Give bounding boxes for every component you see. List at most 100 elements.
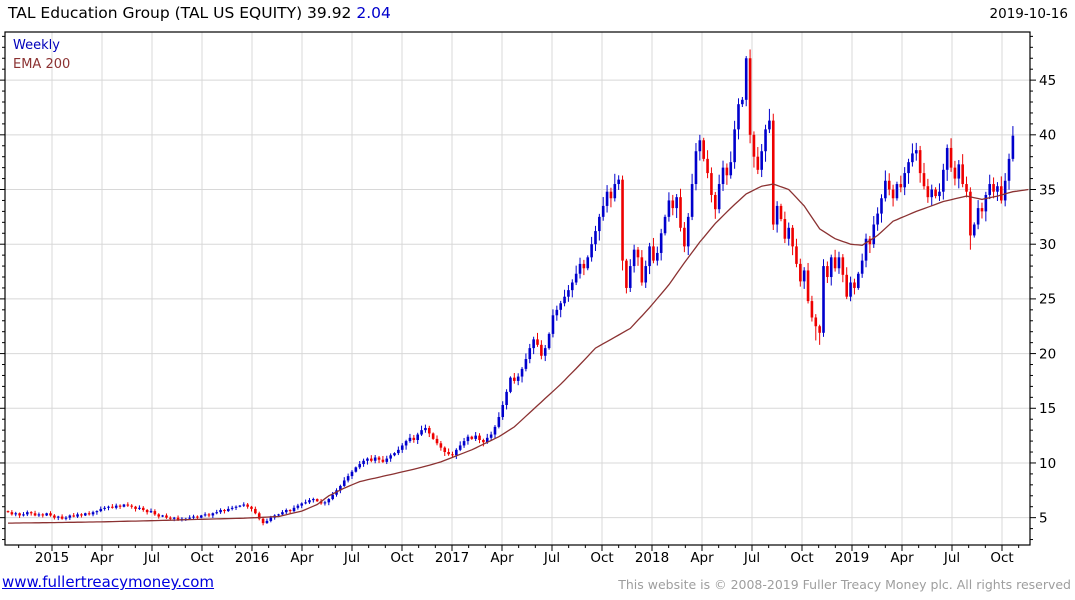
x-tick-label: Apr: [690, 550, 714, 566]
candle-up: [1007, 158, 1011, 181]
candle-up: [373, 457, 377, 461]
candle-down: [810, 301, 814, 318]
candle-down: [33, 513, 37, 516]
candle-down: [621, 179, 624, 261]
candle-up: [605, 191, 609, 206]
candle-down: [130, 505, 133, 507]
candle-down: [176, 517, 180, 520]
x-tick-label: Oct: [390, 550, 413, 566]
candle-down: [18, 513, 21, 516]
candle-down: [887, 180, 891, 190]
x-tick-label: Oct: [590, 550, 613, 566]
candle-up: [161, 515, 164, 517]
x-tick-label: Jul: [943, 550, 960, 566]
y-tick-label: 10: [1039, 456, 1056, 472]
candle-up: [942, 169, 945, 192]
y-tick-label: 5: [1039, 510, 1048, 526]
candle-up: [721, 167, 725, 185]
candle-up: [594, 231, 597, 245]
candle-up: [509, 377, 512, 392]
candle-up: [938, 191, 941, 197]
x-axis-labels: 2015 Apr Jul Oct 2016 Apr Jul Oct 2017 Apr Jul Oct 2…: [35, 550, 1014, 566]
candle-up: [385, 458, 389, 462]
candle-up: [659, 233, 663, 253]
candle-down: [799, 263, 802, 282]
candle-down: [145, 509, 149, 513]
candle-up: [501, 404, 505, 418]
candle-up: [424, 427, 427, 431]
candle-up: [644, 266, 648, 283]
footer-website-link[interactable]: www.fullertreacymoney.com: [2, 573, 215, 591]
candle-up: [632, 249, 636, 267]
ema-line: [8, 183, 1029, 524]
candle-down: [713, 194, 717, 210]
candle-up: [366, 458, 369, 461]
candle-down: [922, 173, 926, 187]
candle-up: [296, 505, 300, 508]
candle-up: [358, 464, 362, 468]
candle-up: [350, 471, 354, 477]
candle-up: [775, 205, 779, 225]
candle-up: [822, 266, 825, 333]
candle-down: [377, 457, 381, 460]
candle-down: [791, 227, 794, 247]
candle-up: [68, 515, 72, 518]
candle-up: [192, 516, 195, 518]
candle-down: [447, 452, 450, 455]
candle-up: [737, 104, 740, 130]
candle-down: [926, 186, 930, 198]
x-tick-label: 2017: [435, 550, 469, 566]
candle-up: [829, 257, 833, 278]
candle-up: [397, 449, 400, 454]
candle-down: [868, 238, 872, 245]
candle-up: [485, 437, 489, 443]
candle-up: [408, 437, 412, 442]
x-tick-label: Oct: [990, 550, 1013, 566]
candle-up: [265, 520, 269, 524]
candle-up: [628, 266, 632, 288]
candle-up: [690, 184, 694, 217]
candle-down: [806, 270, 810, 302]
candle-down: [833, 257, 837, 269]
candle-down: [961, 164, 964, 185]
candle-down: [536, 339, 539, 345]
candle-down: [196, 516, 199, 518]
candle-up: [802, 270, 806, 282]
grid-layer: [5, 32, 1030, 545]
x-tick-label: Jul: [343, 550, 360, 566]
x-tick-label: 2018: [635, 550, 669, 566]
candle-down: [779, 205, 783, 220]
candle-up: [857, 273, 860, 288]
candle-up: [976, 208, 980, 225]
candle-down: [412, 437, 416, 440]
candle-up: [122, 504, 126, 507]
candle-up: [744, 58, 748, 100]
candle-up: [860, 260, 864, 274]
instrument-title: TAL Education Group (TAL US EQUITY) 39.9…: [8, 4, 352, 22]
x-tick-label: Apr: [90, 550, 114, 566]
candle-up: [230, 507, 234, 509]
candle-up: [312, 499, 315, 501]
candle-up: [849, 282, 852, 297]
candle-down: [969, 191, 972, 236]
candle-down: [752, 134, 756, 157]
candle-up: [872, 224, 876, 245]
candle-up: [400, 445, 404, 450]
candle-down: [60, 516, 64, 519]
y-tick-label: 20: [1039, 346, 1056, 362]
candle-down: [671, 200, 675, 209]
plot-border: [4, 31, 1031, 546]
legend-ema-label: EMA 200: [13, 57, 71, 72]
candle-up: [675, 197, 678, 209]
candle-up: [474, 435, 477, 439]
candle-down: [41, 514, 45, 516]
candle-up: [559, 303, 562, 310]
candle-down: [254, 508, 257, 514]
candle-up: [984, 194, 988, 212]
candle-up: [528, 348, 532, 360]
candle-down: [315, 499, 319, 502]
candle-up: [880, 198, 883, 214]
axis-ticks: [0, 35, 1036, 551]
candle-down: [478, 435, 481, 440]
candle-up: [667, 200, 671, 217]
